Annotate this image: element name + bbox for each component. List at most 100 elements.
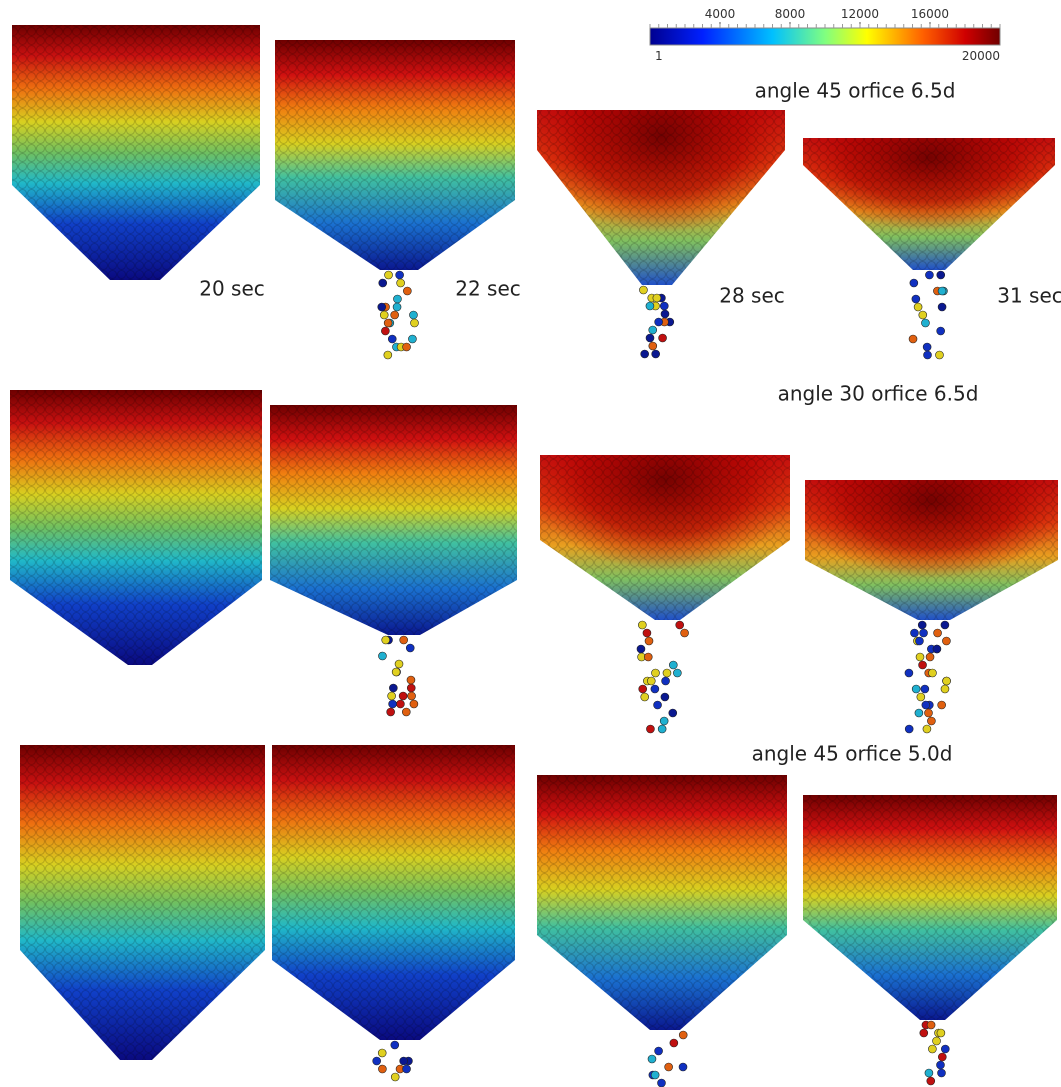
falling-particle (662, 668, 672, 678)
falling-particle (409, 699, 419, 709)
falling-particle (675, 620, 685, 630)
range-label: 20000 (962, 49, 1000, 63)
falling-particle (937, 286, 947, 296)
falling-particle (378, 278, 388, 288)
falling-particle (924, 1068, 934, 1078)
time-label: 28 sec (719, 284, 785, 308)
falling-particle (917, 620, 927, 630)
falling-particle (651, 668, 660, 678)
falling-particle (660, 692, 670, 702)
falling-particle (381, 326, 390, 336)
falling-particle (669, 1038, 679, 1048)
falling-particle (913, 302, 923, 312)
falling-particle (651, 349, 660, 359)
particle-texture (12, 25, 260, 280)
falling-particle (916, 692, 926, 702)
falling-particle (940, 684, 950, 694)
falling-particle (942, 676, 951, 686)
falling-particle (648, 325, 658, 335)
falling-particle (926, 1076, 936, 1086)
falling-particle (658, 333, 667, 343)
particle-texture (20, 745, 265, 1060)
falling-particle (399, 635, 408, 645)
falling-particle (925, 652, 935, 662)
falling-particle (659, 716, 669, 726)
falling-particle (645, 301, 655, 311)
falling-particle (646, 724, 655, 734)
particle-texture (537, 110, 785, 285)
colorbar (649, 27, 1001, 46)
falling-particle (678, 1030, 688, 1040)
falling-particle (390, 1040, 400, 1050)
falling-particle (378, 651, 387, 661)
particle-texture (272, 745, 515, 1040)
tick-label: 8000 (775, 7, 806, 21)
range-label: 1 (655, 49, 663, 63)
falling-particle (918, 660, 927, 670)
falling-particle (937, 302, 947, 312)
falling-particle (927, 716, 936, 726)
particle-texture (805, 480, 1058, 620)
falling-particle (391, 667, 401, 677)
falling-particle (922, 342, 932, 352)
colorbar-axis: 4000 8000 12000 16000 1 20000 (649, 7, 1001, 63)
falling-particle (940, 1044, 950, 1054)
falling-particle (409, 310, 418, 320)
falling-particle (654, 317, 663, 327)
falling-particle (678, 1062, 688, 1072)
falling-particle (390, 1072, 400, 1082)
falling-particle (406, 683, 416, 693)
falling-particle (936, 270, 946, 280)
falling-particle (938, 1052, 947, 1062)
falling-particle (383, 318, 393, 328)
falling-particle (659, 301, 669, 311)
falling-particle (396, 699, 405, 709)
falling-particle (394, 659, 404, 669)
row-label: angle 45 orfice 5.0d (752, 742, 953, 766)
falling-particle (937, 700, 946, 710)
falling-particle (932, 644, 942, 654)
falling-particle (660, 309, 670, 319)
falling-particle (652, 293, 662, 303)
falling-particle (402, 342, 411, 352)
falling-particle (378, 1064, 387, 1074)
falling-particle (922, 724, 932, 734)
time-label: 31 sec (997, 284, 1061, 308)
falling-particle (648, 341, 658, 351)
particle-texture (10, 390, 262, 665)
falling-particle (909, 278, 919, 288)
falling-particle (936, 1060, 945, 1070)
row-label: angle 45 orfice 6.5d (755, 79, 956, 103)
falling-particle (680, 628, 689, 638)
falling-particle (937, 1068, 946, 1078)
tick-label: 4000 (705, 7, 736, 21)
falling-particle (926, 1020, 936, 1030)
particle-texture (540, 455, 790, 620)
falling-particle (644, 636, 654, 646)
falling-particle (403, 286, 412, 296)
falling-particle (392, 302, 402, 312)
falling-particle (915, 652, 925, 662)
time-label: 22 sec (455, 277, 521, 301)
falling-particle (388, 699, 397, 709)
particle-texture (537, 775, 787, 1030)
falling-particle (940, 620, 950, 630)
falling-particle (636, 644, 646, 654)
falling-particle (384, 270, 393, 280)
falling-particle (936, 326, 945, 336)
falling-particle (647, 1054, 657, 1064)
falling-particle (668, 660, 678, 670)
falling-particle (654, 1046, 663, 1056)
falling-particle (911, 294, 921, 304)
falling-particle (650, 1070, 660, 1080)
falling-particle (928, 668, 937, 678)
falling-particle (387, 334, 397, 344)
falling-particle (402, 1064, 411, 1074)
falling-particle (919, 628, 928, 638)
falling-particle (407, 691, 416, 701)
falling-particle (668, 708, 678, 718)
falling-particle (405, 643, 415, 653)
falling-particle (395, 270, 404, 280)
falling-particle (383, 350, 393, 360)
tick-label: 16000 (911, 7, 949, 21)
